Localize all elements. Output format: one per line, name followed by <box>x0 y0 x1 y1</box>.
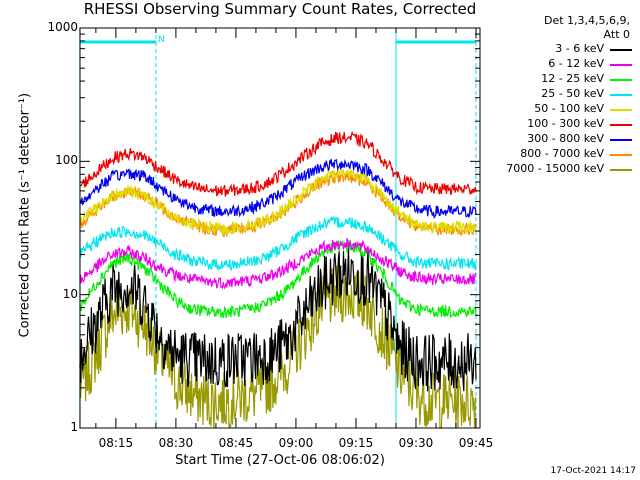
series-line-1 <box>79 238 477 290</box>
x-tick-label-4: 09:15 <box>338 436 374 450</box>
series-line-0 <box>79 245 477 392</box>
legend-label-8: 7000 - 15000 keV <box>506 162 604 175</box>
legend-label-7: 800 - 7000 keV <box>520 147 604 160</box>
legend-swatch-6 <box>610 139 632 141</box>
chart-title: RHESSI Observing Summary Count Rates, Co… <box>83 0 477 18</box>
series-line-8 <box>79 265 477 430</box>
legend-swatch-8 <box>610 169 632 171</box>
plot-frame <box>79 27 481 429</box>
legend-swatch-7 <box>610 154 632 156</box>
legend-label-2: 12 - 25 keV <box>541 72 604 85</box>
series-line-7 <box>79 170 477 237</box>
legend-entry-0: 3 - 6 keV <box>492 42 632 56</box>
legend-swatch-3 <box>610 94 632 96</box>
legend-label-4: 50 - 100 keV <box>534 102 604 115</box>
x-tick-label-5: 09:30 <box>398 436 434 450</box>
series-line-6 <box>79 158 477 220</box>
legend-swatch-0 <box>610 49 632 51</box>
series-line-3 <box>79 215 477 272</box>
series-group <box>79 130 477 430</box>
y-tick-label-2: 100 <box>55 153 78 168</box>
legend-entry-1: 6 - 12 keV <box>492 57 632 71</box>
legend-entry-3: 25 - 50 keV <box>492 87 632 101</box>
x-tick-label-0: 08:15 <box>98 436 134 450</box>
axis-ticks <box>80 28 480 429</box>
legend-label-3: 25 - 50 keV <box>541 87 604 100</box>
legend-swatch-1 <box>610 64 632 66</box>
y-tick-label-1: 10 <box>62 286 78 301</box>
legend-entry-4: 50 - 100 keV <box>492 102 632 116</box>
x-tick-label-2: 08:45 <box>218 436 254 450</box>
legend-header-attenuator: Att 0 <box>603 28 630 41</box>
legend-label-0: 3 - 6 keV <box>555 42 604 55</box>
legend-entry-7: 800 - 7000 keV <box>492 147 632 161</box>
series-line-5 <box>79 130 477 197</box>
night-flag-label: N <box>158 35 165 45</box>
legend-swatch-4 <box>610 109 632 111</box>
y-axis-label: Corrected Count Rate (s⁻¹ detector⁻¹) <box>17 92 33 338</box>
x-tick-label-6: 09:45 <box>458 436 494 450</box>
legend-swatch-2 <box>610 79 632 81</box>
x-axis-label: Start Time (27-Oct-06 08:06:02) <box>175 453 385 468</box>
generation-timestamp: 17-Oct-2021 14:17 <box>550 466 636 476</box>
legend-entry-2: 12 - 25 keV <box>492 72 632 86</box>
legend-swatch-5 <box>610 124 632 126</box>
legend-label-5: 100 - 300 keV <box>527 117 604 130</box>
y-tick-label-3: 1000 <box>47 20 78 34</box>
series-line-2 <box>79 239 477 319</box>
legend-entry-6: 300 - 800 keV <box>492 132 632 146</box>
y-tick-label-0: 1 <box>70 420 78 434</box>
legend-entry-5: 100 - 300 keV <box>492 117 632 131</box>
x-tick-label-3: 09:00 <box>278 436 314 450</box>
legend-header-detectors: Det 1,3,4,5,6,9, <box>543 14 630 27</box>
x-tick-label-1: 08:30 <box>158 436 194 450</box>
legend-label-1: 6 - 12 keV <box>548 57 604 70</box>
legend-label-6: 300 - 800 keV <box>527 132 604 145</box>
legend-entry-8: 7000 - 15000 keV <box>492 162 632 176</box>
series-line-4 <box>79 167 477 236</box>
